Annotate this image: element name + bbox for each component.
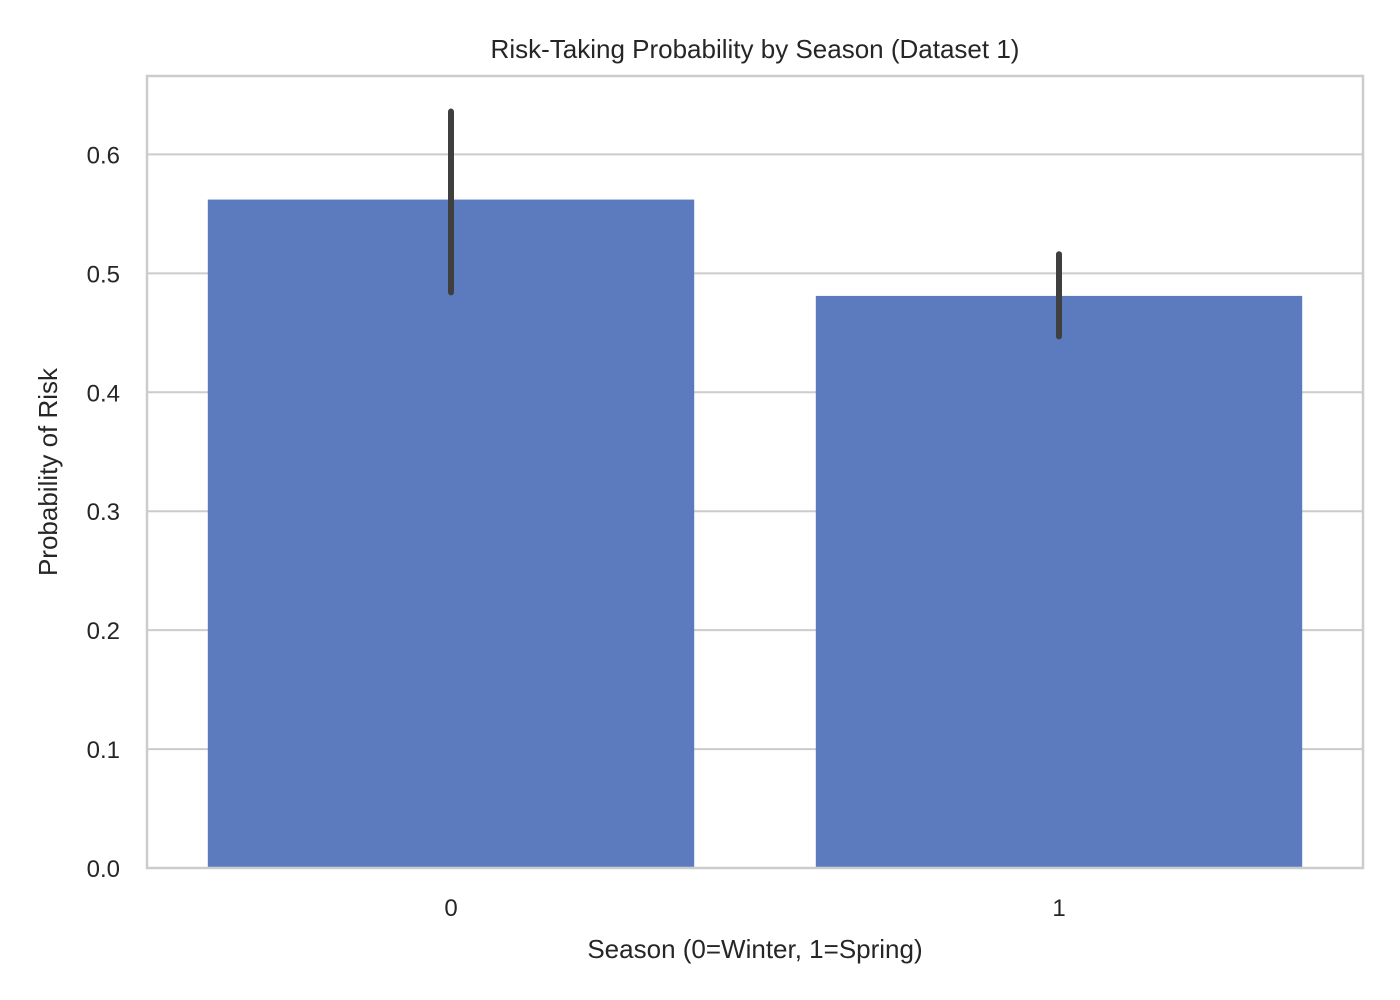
- y-tick-label: 0.0: [87, 856, 120, 883]
- y-tick-label: 0.2: [87, 618, 120, 645]
- y-tick-label: 0.1: [87, 737, 120, 764]
- error-bars: [448, 108, 1062, 340]
- chart-title: Risk-Taking Probability by Season (Datas…: [491, 34, 1020, 64]
- bar-season-1: [815, 295, 1303, 869]
- y-tick-label: 0.3: [87, 499, 120, 526]
- x-axis-label: Season (0=Winter, 1=Spring): [587, 934, 922, 964]
- plot-frame: [145, 74, 1365, 870]
- y-tick-label: 0.4: [87, 380, 120, 407]
- y-tick-labels: 0.0 0.1 0.2 0.3 0.4 0.5 0.6: [87, 142, 120, 883]
- x-tick-label: 1: [1052, 895, 1065, 922]
- bar-season-0: [207, 199, 695, 868]
- x-tick-label: 0: [444, 895, 457, 922]
- bars: [207, 199, 1303, 869]
- y-tick-label: 0.6: [87, 142, 120, 169]
- y-tick-label: 0.5: [87, 261, 120, 288]
- axes-frame: [145, 74, 1365, 870]
- y-axis-label: Probability of Risk: [33, 367, 63, 576]
